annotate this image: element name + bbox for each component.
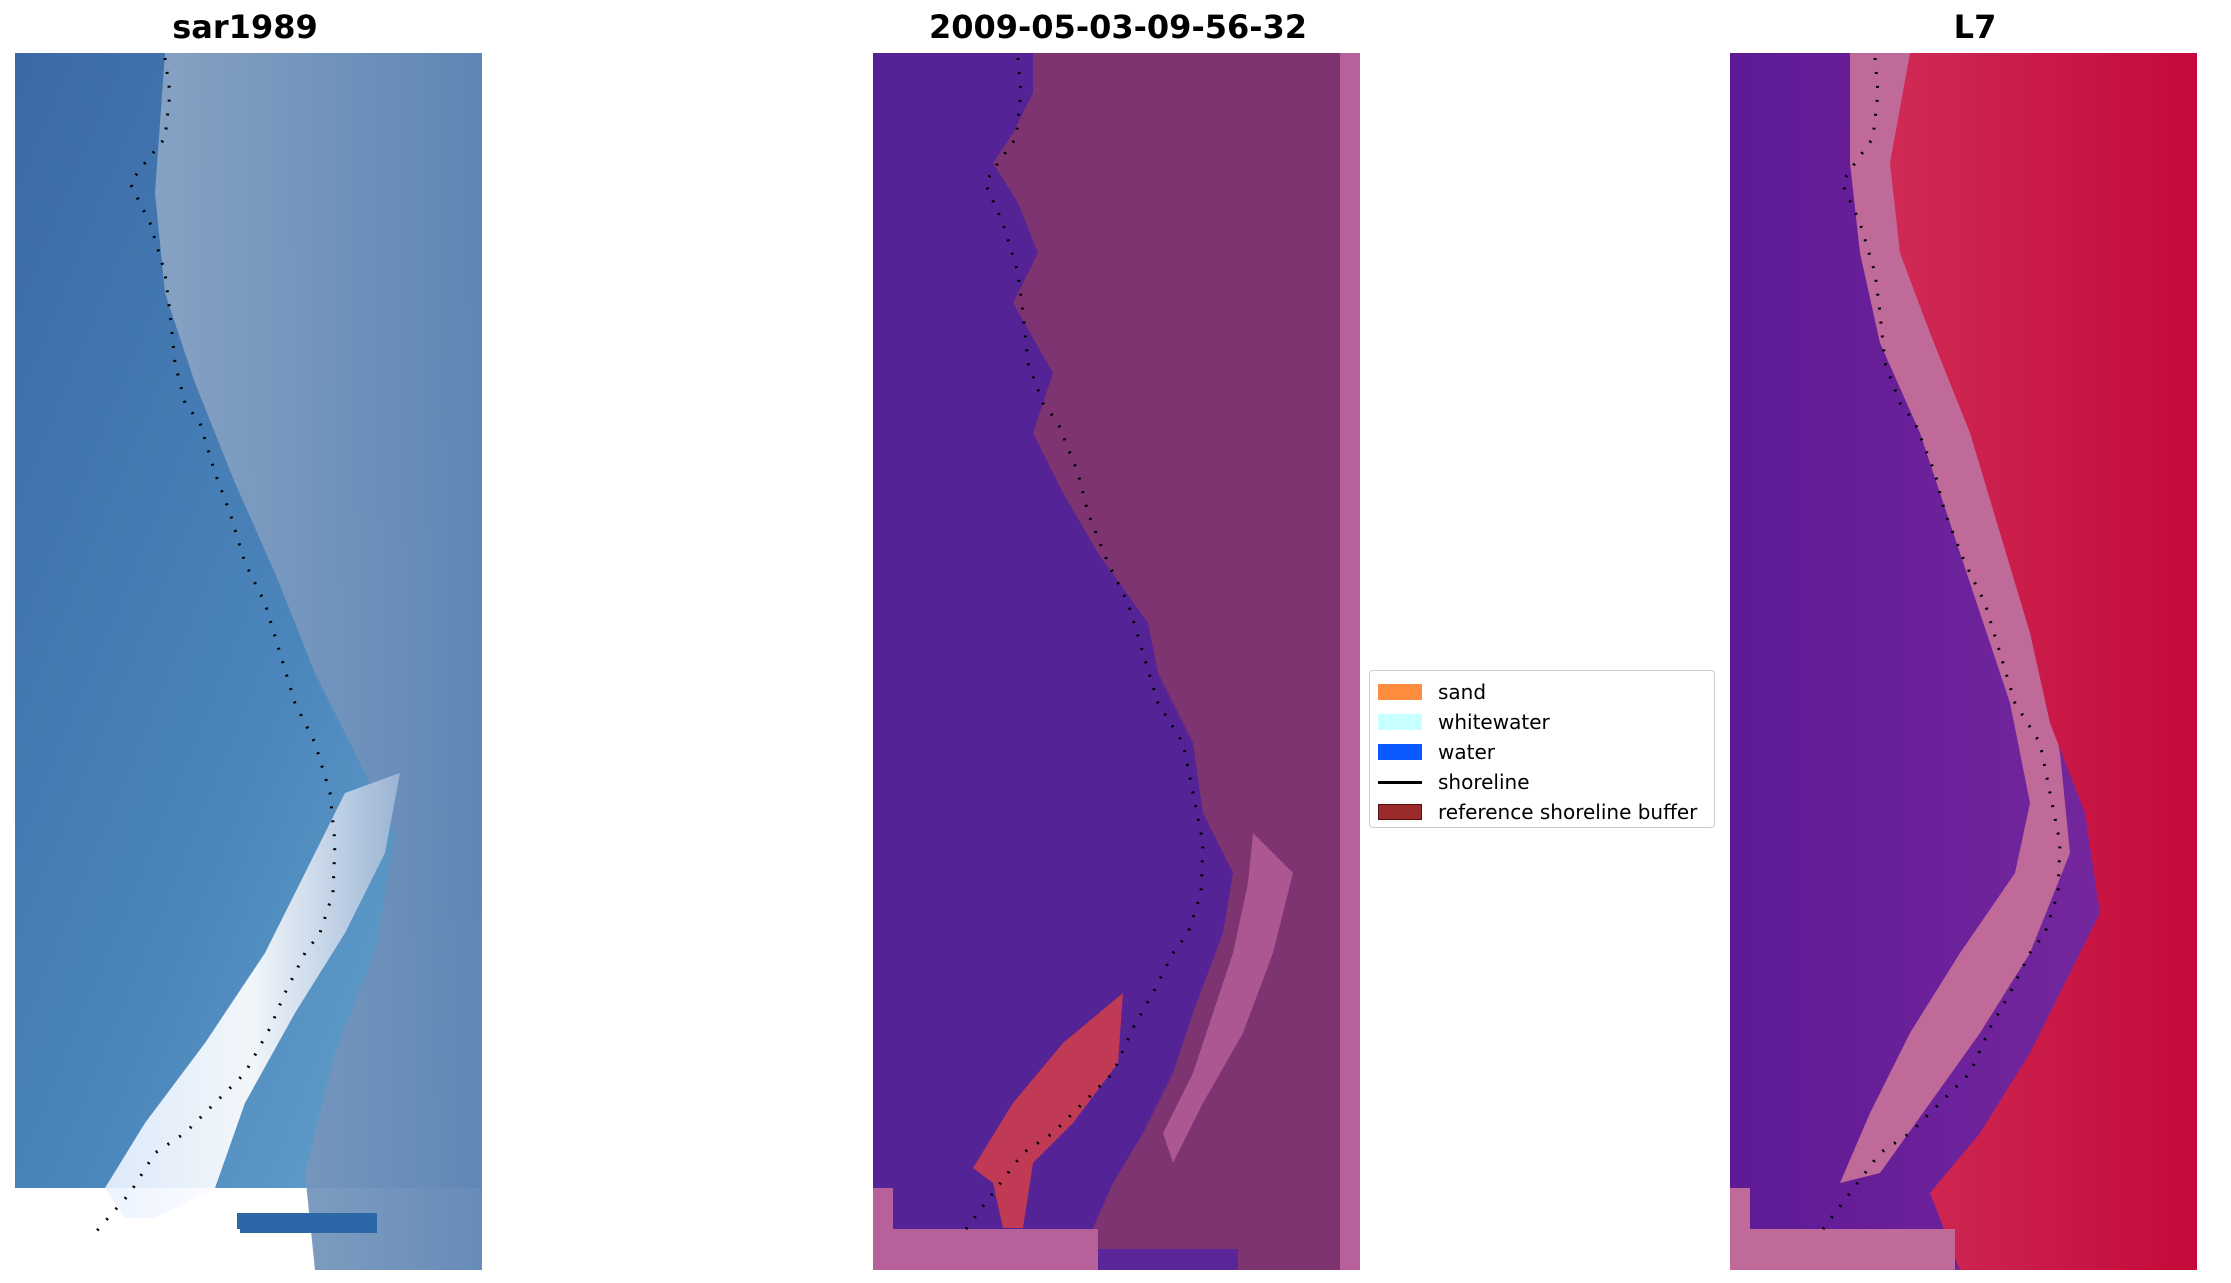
legend-label-reference-buffer: reference shoreline buffer — [1438, 800, 1698, 824]
sar-land — [155, 53, 482, 1270]
l7-land — [1890, 53, 2197, 1270]
sand-swatch — [1378, 684, 1422, 700]
middle-panel-title: 2009-05-03-09-56-32 — [928, 8, 1308, 46]
left-panel-title: sar1989 — [172, 8, 318, 46]
legend: sand whitewater water shoreline referenc… — [1369, 670, 1715, 828]
right-panel-title: L7 — [1953, 8, 1997, 46]
mid-nodata-bottom — [873, 1229, 1098, 1270]
legend-item-sand: sand — [1378, 677, 1706, 707]
sar-dark-block — [237, 1213, 377, 1233]
shoreline-swatch — [1378, 780, 1422, 784]
mid-reference-buffer — [973, 993, 1123, 1228]
legend-label-water: water — [1438, 740, 1495, 764]
mid-edge-band — [1163, 833, 1293, 1163]
l7-nodata-bottom — [1730, 1229, 1955, 1270]
classification-panel — [873, 53, 1360, 1270]
mid-bottom-dark — [1098, 1249, 1238, 1270]
mid-right-strip — [1340, 53, 1360, 1270]
legend-item-reference-buffer: reference shoreline buffer — [1378, 797, 1706, 827]
legend-label-sand: sand — [1438, 680, 1487, 704]
legend-item-whitewater: whitewater — [1378, 707, 1706, 737]
sar-image-panel — [15, 53, 482, 1270]
sar-nodata-bottom — [35, 1229, 240, 1270]
sar-whitewater — [105, 773, 400, 1218]
l7-edge-band — [1840, 53, 2070, 1183]
sar-shoreline — [93, 57, 337, 1234]
legend-label-shoreline: shoreline — [1438, 770, 1530, 794]
legend-label-whitewater: whitewater — [1438, 710, 1550, 734]
legend-item-shoreline: shoreline — [1378, 767, 1706, 797]
legend-item-water: water — [1378, 737, 1706, 767]
water-swatch — [1378, 744, 1422, 760]
sar-nodata-bottom-left — [15, 1188, 35, 1270]
l7-image-panel — [1730, 53, 2197, 1270]
reference-buffer-swatch — [1378, 804, 1422, 820]
whitewater-swatch — [1378, 714, 1422, 730]
